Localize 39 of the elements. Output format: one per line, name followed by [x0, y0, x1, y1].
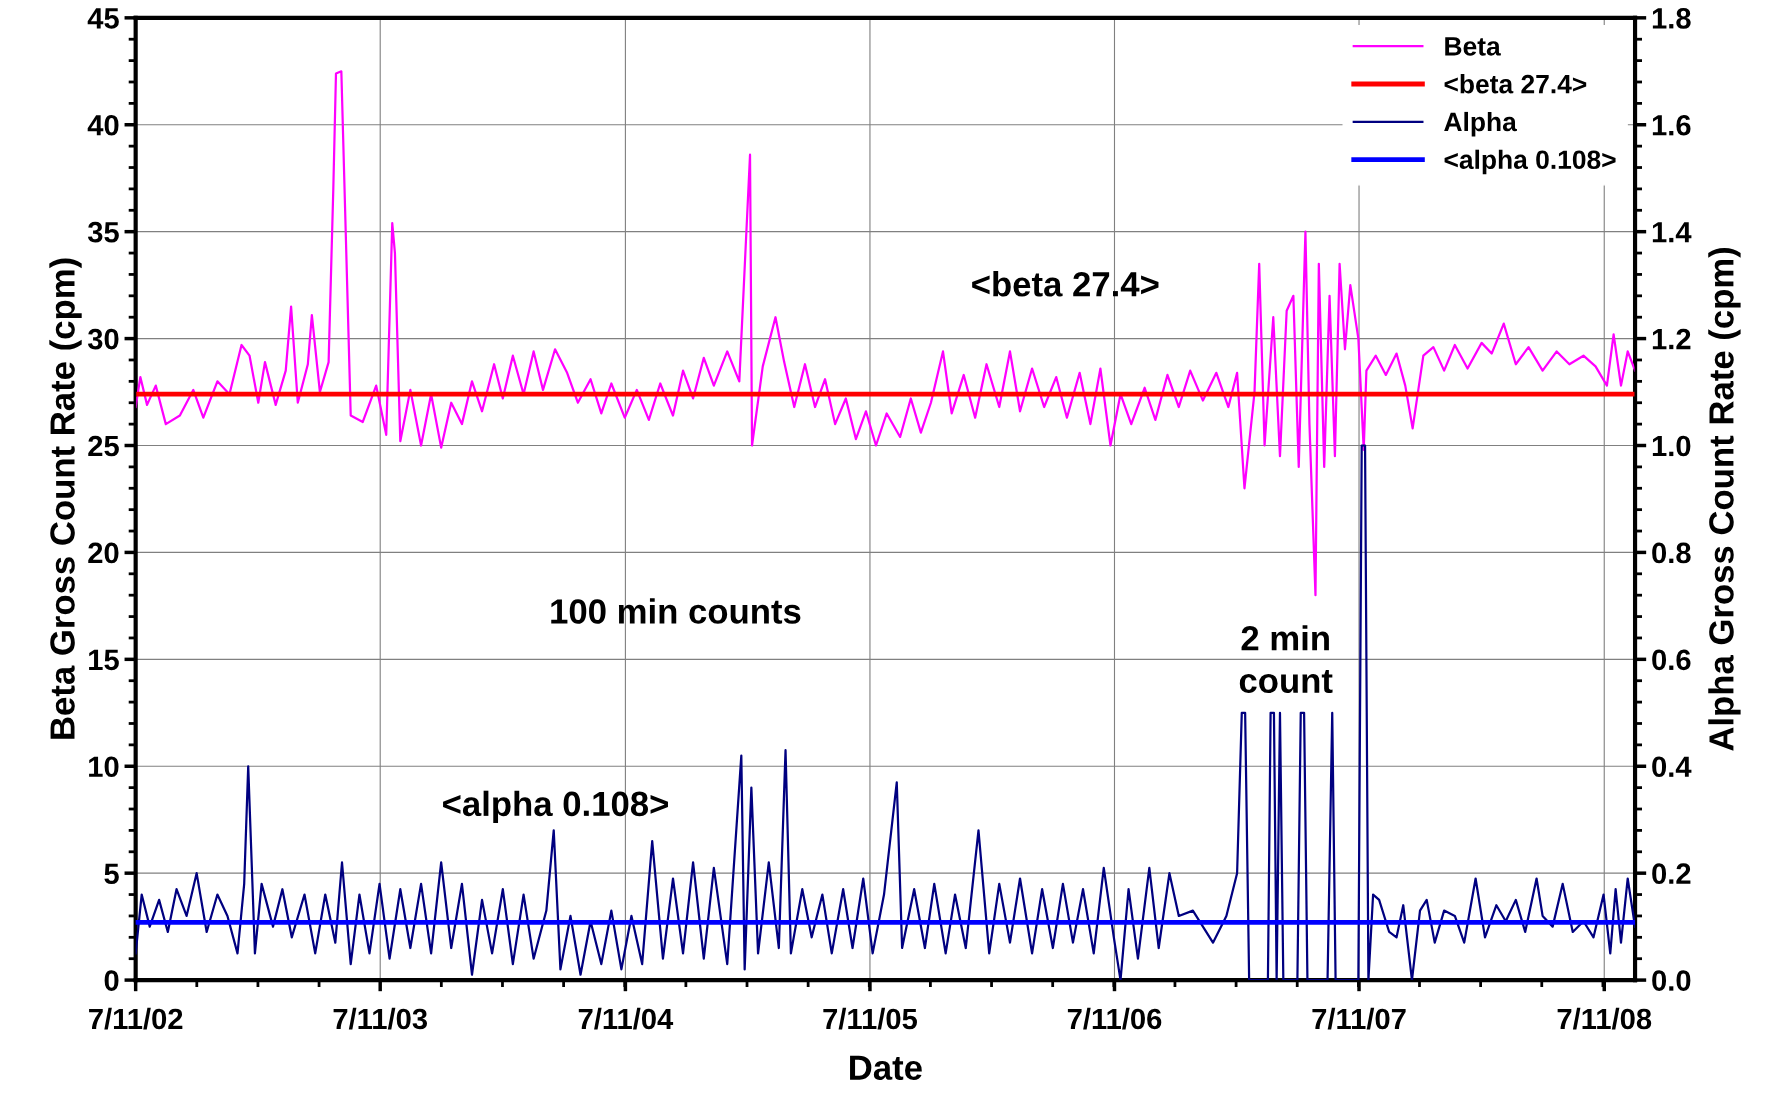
y2-tick-label: 0.0 — [1652, 970, 1691, 991]
y2-tick-label: 1.4 — [1652, 222, 1692, 243]
y-tick-label: 15 — [89, 649, 119, 671]
x-tick-label: 7/11/03 — [333, 1007, 427, 1030]
annotation: <alpha 0.108> — [443, 790, 668, 824]
y2-axis-title: Alpha Gross Count Rate (cpm) — [1708, 247, 1741, 751]
y2-tick-label: 0.4 — [1652, 756, 1692, 778]
y-axis-title: Beta Gross Count Rate (cpm) — [49, 258, 82, 739]
annotation: 100 min counts — [551, 598, 801, 624]
y-tick-label: 20 — [88, 542, 119, 564]
x-tick-label: 7/11/07 — [1312, 1007, 1406, 1030]
y-tick-label: 40 — [87, 114, 119, 136]
x-axis-title: Date — [850, 1055, 922, 1080]
annotation: <beta 27.4> — [972, 271, 1159, 297]
legend-label: Alpha — [1444, 111, 1517, 137]
y-tick-label: 10 — [89, 756, 119, 778]
x-tick-label: 7/11/06 — [1067, 1007, 1162, 1030]
legend-label: <alpha 0.108> — [1444, 149, 1616, 175]
x-tick-label: 7/11/04 — [578, 1007, 674, 1030]
x-tick-label: 7/11/08 — [1557, 1007, 1652, 1030]
y2-tick-label: 0.8 — [1652, 542, 1691, 564]
y-tick-label: 5 — [104, 863, 119, 885]
y-tick-label: 0 — [104, 970, 119, 991]
annotation: 2 min count — [1239, 625, 1333, 694]
y-tick-label: 30 — [87, 328, 119, 350]
y-tick-label: 35 — [87, 221, 119, 243]
y-tick-label: 45 — [87, 8, 119, 29]
y2-tick-label: 1.6 — [1652, 114, 1691, 136]
y2-tick-label: 0.6 — [1652, 649, 1691, 671]
line-series — [135, 70, 1636, 597]
legend-label: <beta 27.4> — [1444, 74, 1587, 94]
y2-tick-label: 1.2 — [1652, 328, 1691, 350]
y2-tick-label: 1.0 — [1652, 435, 1691, 457]
y-tick-label: 25 — [88, 435, 119, 457]
x-tick-label: 7/11/02 — [89, 1007, 183, 1030]
y2-tick-label: 0.2 — [1652, 863, 1691, 885]
x-tick-label: 7/11/05 — [823, 1007, 917, 1030]
y2-tick-label: 1.8 — [1652, 8, 1691, 29]
legend-label: Beta — [1445, 37, 1501, 56]
